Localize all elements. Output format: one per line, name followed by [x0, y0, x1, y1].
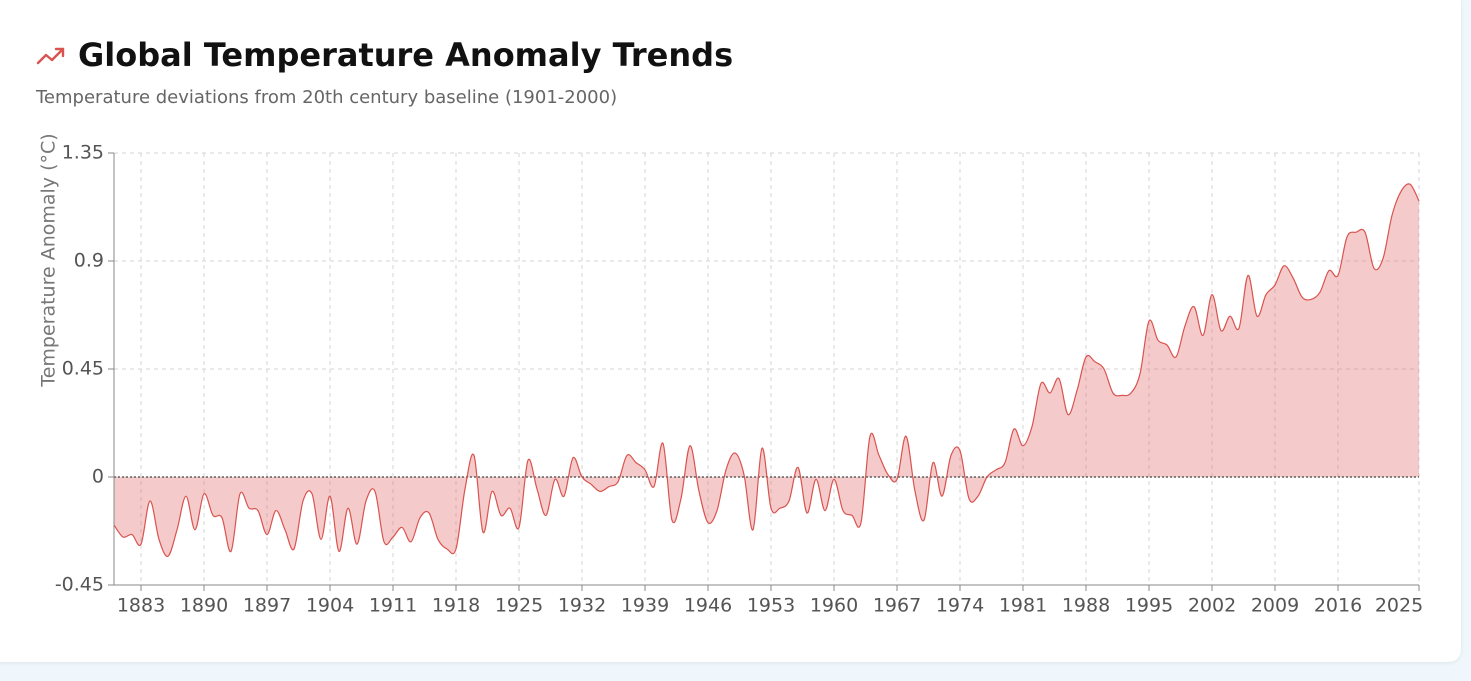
x-tick-label: 1890 [180, 595, 228, 617]
card [0, 0, 1461, 662]
x-tick-label: 1988 [1062, 595, 1110, 617]
x-tick-label: 2025 [1375, 595, 1423, 617]
area-fill [114, 183, 1419, 557]
x-tick-label: 1925 [495, 595, 543, 617]
y-tick-label: 0 [92, 466, 104, 488]
x-tick-label: 2016 [1314, 595, 1362, 617]
x-tick-label: 1932 [558, 595, 606, 617]
y-axis-label: Temperature Anomaly (°C) [38, 133, 60, 387]
x-tick-label: 1960 [810, 595, 858, 617]
trend-icon [36, 47, 65, 65]
x-tick-label: 1897 [243, 595, 291, 617]
x-tick-label: 1967 [873, 595, 921, 617]
x-tick-label: 1946 [684, 595, 732, 617]
line [113, 183, 1420, 557]
y-tick-label: 0.9 [74, 250, 104, 272]
y-tick-label: -0.45 [55, 574, 104, 596]
y-tick-label: 1.35 [62, 142, 104, 164]
x-tick-label: 1974 [936, 595, 984, 617]
x-tick-label: 2002 [1188, 595, 1236, 617]
y-tick-label: 0.45 [62, 358, 104, 380]
x-tick-label: 1953 [747, 595, 795, 617]
x-tick-label: 1904 [306, 595, 354, 617]
x-tick-label: 1939 [621, 595, 669, 617]
x-tick-label: 1883 [117, 595, 165, 617]
x-tick-label: 1911 [369, 595, 417, 617]
x-tick-label: 1918 [432, 595, 480, 617]
chart-subtitle: Temperature deviations from 20th century… [35, 87, 617, 108]
x-tick-label: 2009 [1251, 595, 1299, 617]
x-tick-label: 1981 [999, 595, 1047, 617]
x-tick-label: 1995 [1125, 595, 1173, 617]
chart-title: Global Temperature Anomaly Trends [78, 36, 733, 74]
